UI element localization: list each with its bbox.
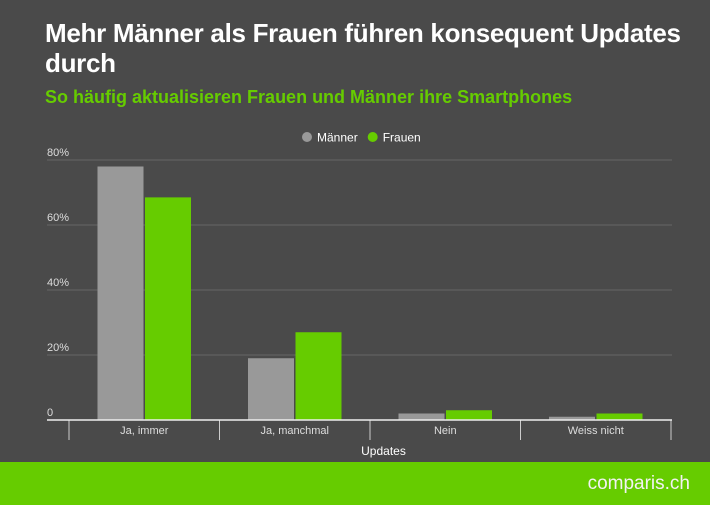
y-tick-label: 40%: [47, 277, 69, 289]
x-tick-label: Ja, manchmal: [261, 425, 329, 437]
y-tick-label: 20%: [47, 342, 69, 354]
comparis-logo[interactable]: comparis.ch: [587, 473, 690, 494]
legend-label-männer: Männer: [317, 131, 358, 145]
footer-bar: comparis.ch: [0, 462, 710, 505]
bar-männer-4: [549, 416, 595, 420]
legend-marker-frauen: [367, 132, 378, 142]
x-tick-label: Nein: [434, 425, 457, 437]
y-tick-label: 0: [47, 407, 53, 419]
legend-label-frauen: Frauen: [383, 131, 421, 145]
legend: Männer Frauen: [302, 131, 421, 145]
y-tick-label: 60%: [47, 212, 69, 224]
bar-frauen-2: [295, 332, 342, 420]
bar-chart: 0 20% 40% 60% 80% Ja, immer Ja, manchmal Nein We…: [47, 131, 672, 458]
bar-männer-3: [398, 413, 445, 420]
x-axis-label: Updates: [361, 444, 406, 458]
bar-männer-2: [248, 358, 294, 420]
x-tick-label: Ja, immer: [120, 425, 169, 437]
bar-männer-1: [97, 166, 144, 420]
bar-frauen-3: [446, 410, 492, 420]
x-tick-label: Weiss nicht: [568, 425, 624, 437]
bar-frauen-4: [596, 413, 643, 420]
chart-subtitle: So häufig aktualisieren Frauen und Männe…: [45, 87, 573, 107]
axes: 0 20% 40% 60% 80% Ja, immer Ja, manchmal Nein We…: [47, 147, 672, 458]
bar-frauen-1: [145, 197, 191, 420]
chart-title: Mehr Männer als Frauen führen konsequent…: [45, 18, 681, 78]
legend-marker-männer: [302, 132, 312, 142]
y-tick-label: 80%: [47, 147, 69, 159]
bars: [97, 166, 643, 420]
